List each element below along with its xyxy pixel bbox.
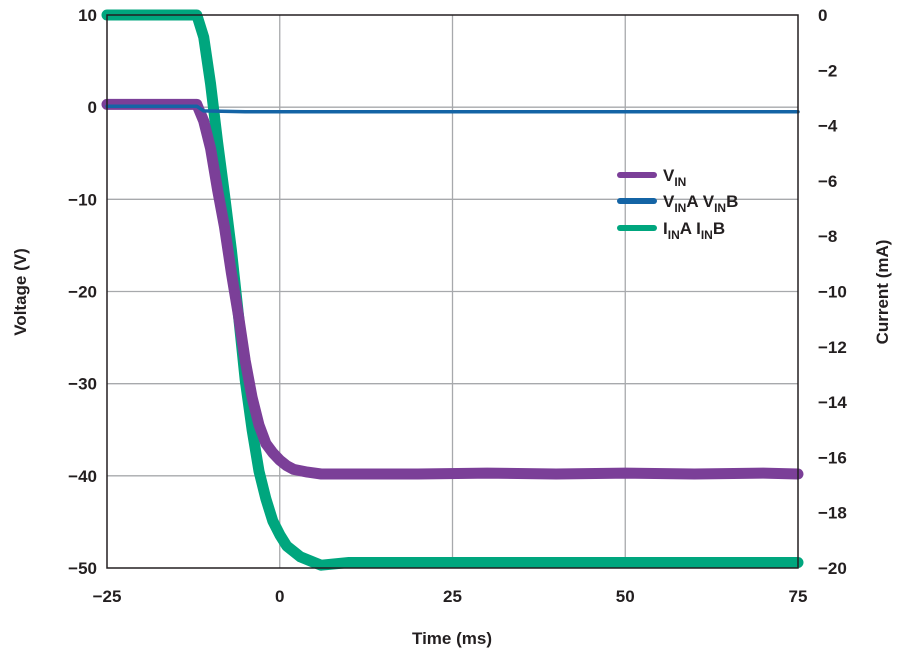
y-right-tick-label: −2 xyxy=(818,61,837,80)
y-right-tick-label: −16 xyxy=(818,448,847,467)
x-tick-label: 50 xyxy=(616,587,635,606)
legend-label-iina-iinb: IINA IINB xyxy=(663,219,725,242)
x-tick-label: 75 xyxy=(789,587,808,606)
tick-labels: −25 0 25 50 75100−10−20−30−40−500−2−4−6−8−10… xyxy=(68,6,847,606)
plot-frame xyxy=(106,14,799,569)
legend: VIN VINA VINB IINA IINB xyxy=(617,166,738,242)
legend-item-vina-vinb: VINA VINB xyxy=(617,192,738,215)
series-line-vin xyxy=(101,98,804,480)
series-line-iina-iinb xyxy=(101,9,804,571)
y-left-tick-label: −40 xyxy=(68,467,97,486)
y-right-tick-label: −14 xyxy=(818,393,847,412)
y-left-tick-label: −20 xyxy=(68,283,97,302)
x-tick-label: −25 xyxy=(93,587,122,606)
y-axis-title-right: Current (mA) xyxy=(873,240,892,345)
y-right-tick-label: −20 xyxy=(818,559,847,578)
y-left-tick-label: −10 xyxy=(68,190,97,209)
y-left-tick-label: −30 xyxy=(68,375,97,394)
x-axis-title: Time (ms) xyxy=(412,629,492,648)
series-layer xyxy=(101,9,804,571)
legend-item-vin: VIN xyxy=(617,166,686,189)
y-left-tick-label: 0 xyxy=(88,98,97,117)
y-right-tick-label: −6 xyxy=(818,172,837,191)
x-tick-label: 0 xyxy=(275,587,284,606)
y-right-tick-label: −8 xyxy=(818,227,837,246)
series-line-vina-vinb xyxy=(105,104,800,114)
y-right-tick-label: −18 xyxy=(818,504,847,523)
y-right-tick-label: 0 xyxy=(818,6,827,25)
y-right-tick-label: −12 xyxy=(818,338,847,357)
x-tick-label: 25 xyxy=(443,587,462,606)
y-right-tick-label: −10 xyxy=(818,283,847,302)
y-axis-title-left: Voltage (V) xyxy=(11,248,30,336)
legend-label-vin: VIN xyxy=(663,166,686,189)
legend-item-iina-iinb: IINA IINB xyxy=(617,219,725,242)
y-right-tick-label: −4 xyxy=(818,117,838,136)
y-left-tick-label: −50 xyxy=(68,559,97,578)
legend-label-vina-vinb: VINA VINB xyxy=(663,192,738,215)
y-left-tick-label: 10 xyxy=(78,6,97,25)
